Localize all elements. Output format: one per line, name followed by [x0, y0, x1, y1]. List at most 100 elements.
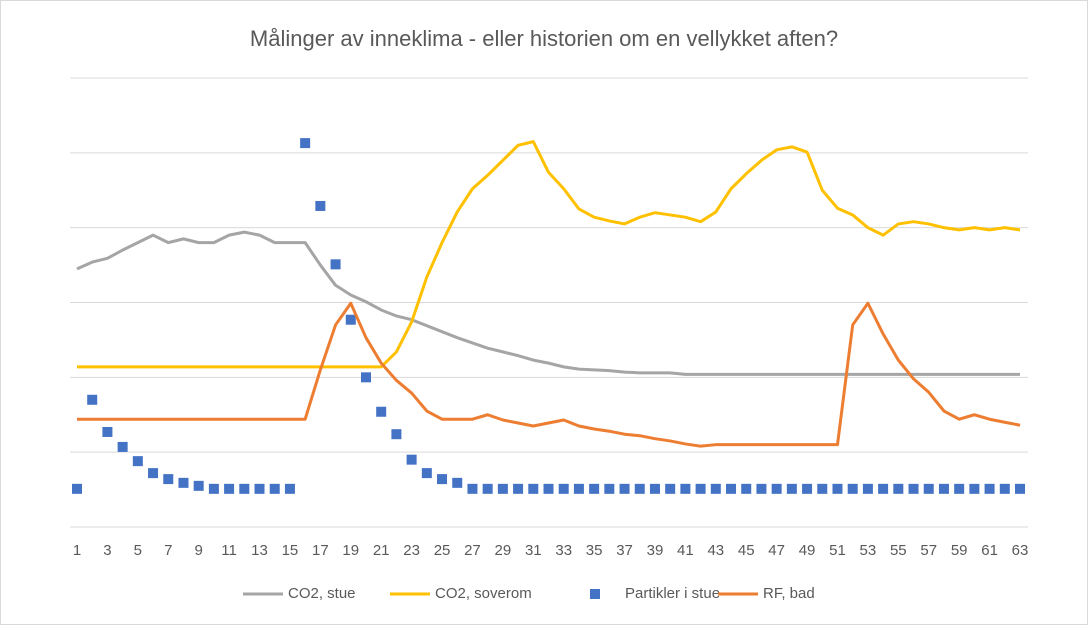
x-tick-label: 59: [951, 542, 968, 559]
x-tick-label: 55: [890, 542, 907, 559]
x-tick-label: 41: [677, 542, 694, 559]
series-marker: [1015, 483, 1025, 494]
legend-swatch: [590, 589, 600, 599]
series-marker: [482, 483, 493, 494]
series-line: [77, 140, 1021, 369]
series-marker: [558, 483, 569, 494]
series-marker: [239, 483, 250, 494]
x-tick-label: 25: [434, 542, 451, 559]
series-marker: [893, 483, 904, 494]
series-marker: [878, 483, 889, 494]
x-tick-label: 63: [1012, 542, 1029, 559]
series-marker: [528, 483, 539, 494]
x-tick-label: 7: [164, 542, 172, 559]
series-marker: [771, 483, 782, 494]
series-marker: [391, 429, 402, 440]
x-tick-label: 43: [707, 542, 724, 559]
series-marker: [543, 483, 554, 494]
x-tick-label: 1: [73, 542, 81, 559]
series-marker: [132, 456, 143, 467]
series-marker: [224, 483, 235, 494]
x-tick-label: 23: [403, 542, 420, 559]
x-tick-label: 53: [860, 542, 877, 559]
series-marker: [452, 477, 463, 488]
series-marker: [330, 259, 341, 270]
series-marker: [680, 483, 691, 494]
x-tick-label: 13: [251, 542, 268, 559]
series-marker: [360, 372, 371, 383]
series-marker: [726, 483, 737, 494]
series-marker: [300, 138, 311, 149]
x-tick-label: 35: [586, 542, 603, 559]
legend-label: CO2, stue: [288, 585, 356, 602]
series-marker: [649, 483, 660, 494]
x-tick-label: 39: [647, 542, 664, 559]
x-tick-label: 29: [495, 542, 512, 559]
series-marker: [315, 200, 326, 211]
series-marker: [923, 483, 934, 494]
series-marker: [695, 483, 706, 494]
x-tick-label: 9: [195, 542, 203, 559]
series-marker: [573, 483, 584, 494]
series-marker: [406, 454, 417, 465]
series-marker: [467, 483, 478, 494]
series-marker: [847, 483, 858, 494]
series-marker: [710, 483, 721, 494]
series-marker: [208, 483, 219, 494]
x-tick-label: 27: [464, 542, 481, 559]
series-marker: [148, 468, 159, 479]
series-marker: [437, 474, 448, 485]
series-marker: [604, 483, 615, 494]
x-tick-label: 51: [829, 542, 846, 559]
series-marker: [832, 483, 843, 494]
series-marker: [634, 483, 645, 494]
x-tick-label: 57: [920, 542, 937, 559]
legend-label: RF, bad: [763, 585, 815, 602]
series-marker: [376, 406, 387, 417]
series-marker: [345, 314, 356, 325]
x-tick-label: 47: [768, 542, 785, 559]
x-tick-label: 3: [103, 542, 111, 559]
series-marker: [163, 474, 174, 485]
x-tick-label: 45: [738, 542, 755, 559]
series-marker: [117, 441, 128, 452]
x-tick-label: 49: [799, 542, 816, 559]
series-marker: [513, 483, 524, 494]
series-marker: [908, 483, 919, 494]
chart-title: Målinger av inneklima - eller historien …: [250, 26, 838, 51]
x-tick-label: 15: [282, 542, 299, 559]
x-tick-label: 11: [221, 542, 237, 559]
series-marker: [938, 483, 949, 494]
series-marker: [741, 483, 752, 494]
series-marker: [589, 483, 600, 494]
x-tick-label: 17: [312, 542, 329, 559]
legend-label: CO2, soverom: [435, 585, 532, 602]
series-marker: [193, 480, 204, 491]
series-marker: [72, 483, 82, 494]
series-marker: [619, 483, 630, 494]
series-line: [77, 301, 1021, 448]
series-marker: [984, 483, 995, 494]
legend-label: Partikler i stue: [625, 585, 720, 602]
x-tick-label: 61: [981, 542, 998, 559]
series-marker: [497, 483, 508, 494]
series-marker: [102, 426, 113, 437]
series-line: [76, 230, 1020, 376]
x-tick-label: 31: [525, 542, 542, 559]
series-marker: [87, 394, 98, 405]
series-marker: [254, 483, 265, 494]
x-tick-label: 33: [555, 542, 572, 559]
series-marker: [269, 483, 280, 494]
series-marker: [802, 483, 813, 494]
series-marker: [284, 483, 295, 494]
x-tick-label: 37: [616, 542, 633, 559]
series-marker: [421, 468, 432, 479]
x-tick-label: 19: [342, 542, 359, 559]
series-marker: [862, 483, 873, 494]
series-marker: [817, 483, 828, 494]
x-tick-label: 5: [134, 542, 142, 559]
series-marker: [999, 483, 1010, 494]
